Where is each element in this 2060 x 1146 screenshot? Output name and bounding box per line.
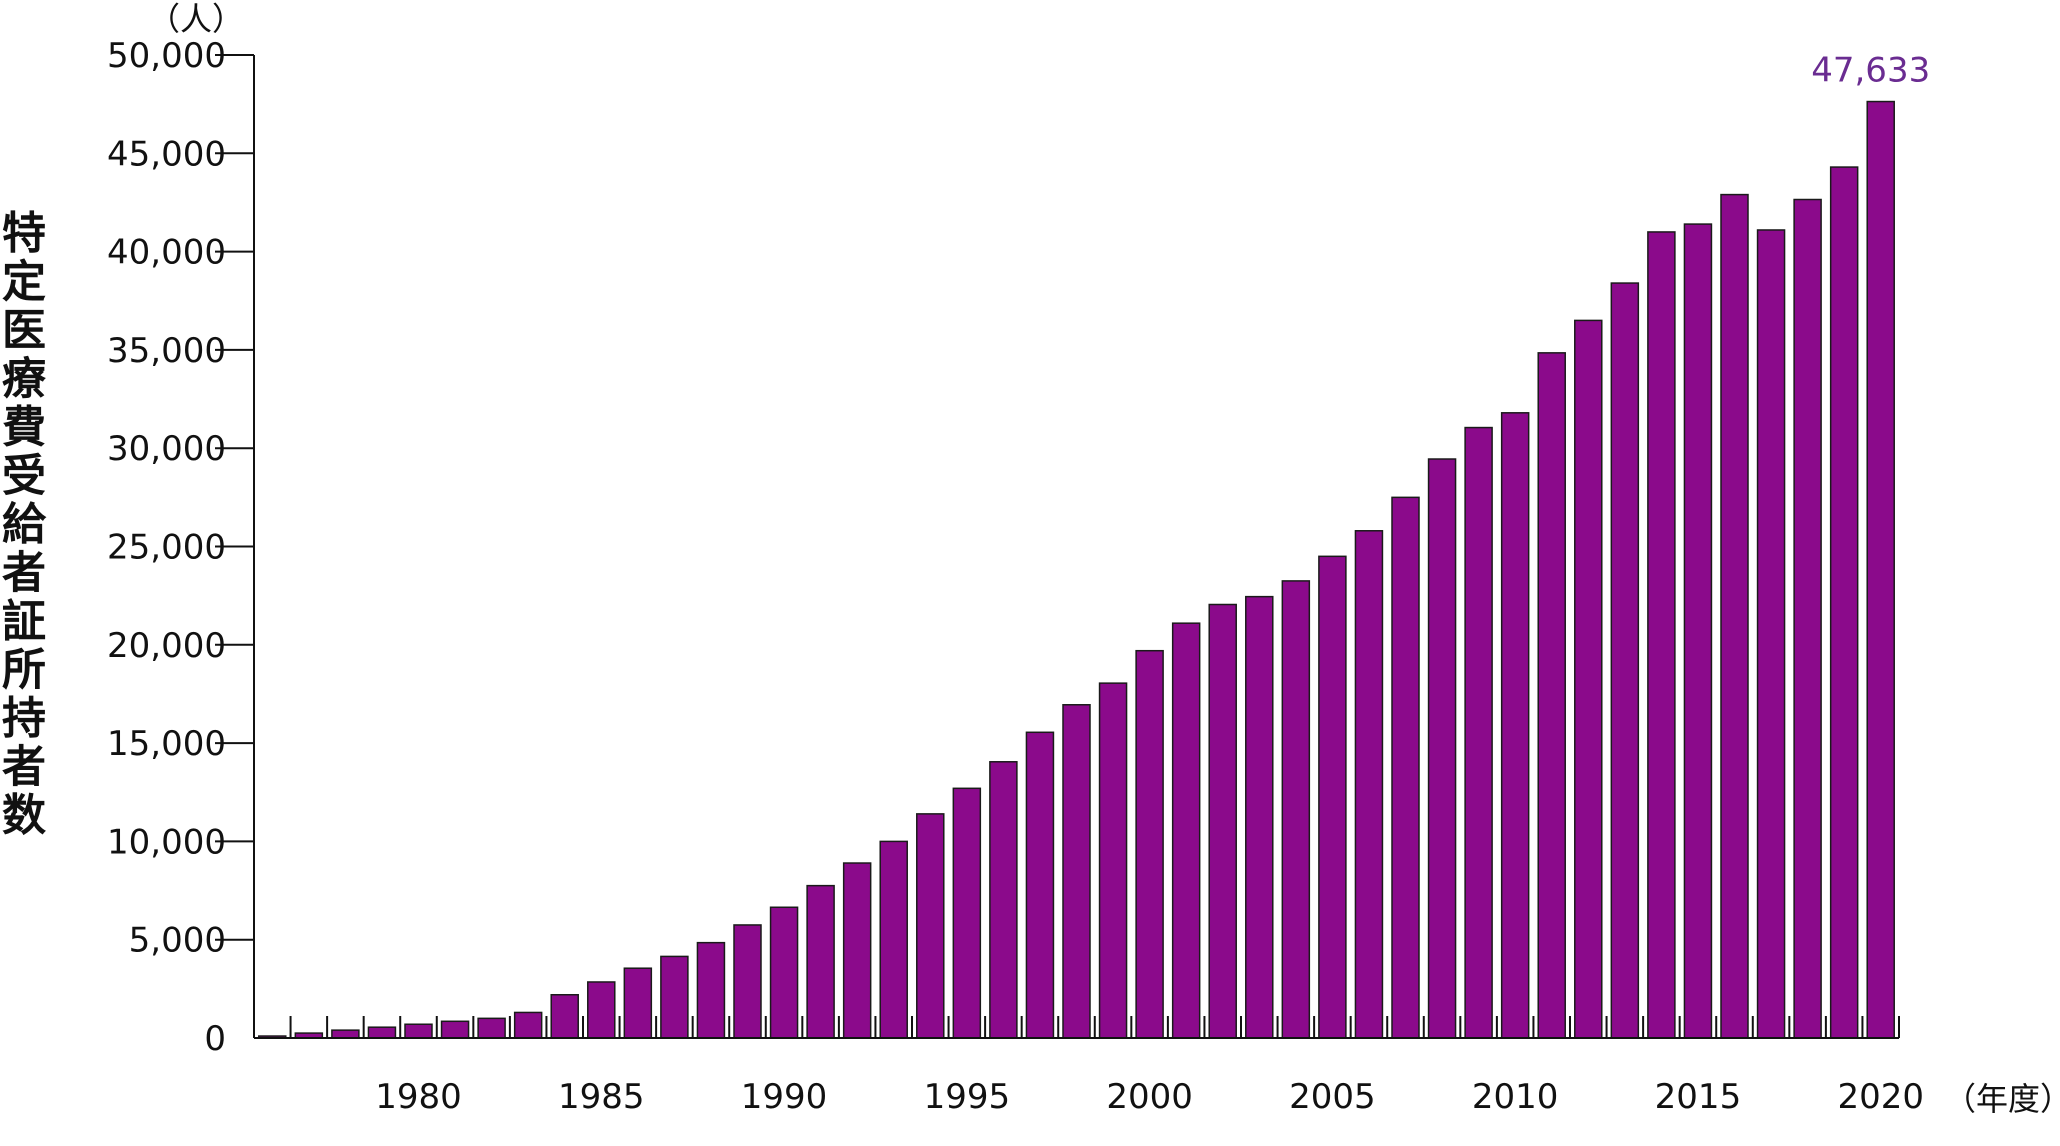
bar	[1647, 231, 1676, 1039]
bar	[660, 955, 689, 1039]
bar	[440, 1020, 470, 1039]
x-axis-unit: （年度）	[1944, 1080, 2060, 1118]
x-tick-label: 2015	[1655, 1077, 1742, 1117]
y-axis-label-char: 所	[2, 645, 46, 696]
x-tick-label: 1985	[558, 1077, 645, 1117]
bar	[331, 1029, 360, 1039]
bar	[1427, 458, 1457, 1039]
y-axis-label-char: 特	[2, 208, 46, 259]
x-tick-label: 2005	[1289, 1077, 1376, 1117]
bar	[367, 1026, 397, 1039]
y-axis-label-char: 数	[2, 790, 46, 841]
bar	[1464, 426, 1493, 1039]
y-tick-label: 30,000	[107, 429, 226, 469]
y-tick-label: 45,000	[107, 134, 226, 174]
x-tick-label: 2020	[1837, 1077, 1924, 1117]
bar	[1574, 319, 1603, 1039]
y-axis-label-char: 者	[2, 742, 46, 793]
bar	[1098, 682, 1128, 1039]
y-tick-label: 40,000	[107, 233, 226, 273]
y-tick-label: 35,000	[107, 331, 226, 371]
y-axis-label-char: 受	[2, 451, 46, 502]
y-axis-label-char: 者	[2, 548, 46, 599]
y-axis-unit: （人）	[148, 0, 244, 38]
bar	[1135, 649, 1164, 1039]
y-axis-ticks: 0 5,000 10,000 15,000 20,000 25,000 30,000 35,0…	[107, 36, 254, 1059]
bar	[1281, 580, 1311, 1039]
bar	[696, 941, 726, 1039]
bar	[1537, 352, 1566, 1039]
bar	[1025, 731, 1055, 1039]
bar	[1829, 166, 1859, 1039]
bar	[1683, 223, 1713, 1039]
y-tick-label: 0	[204, 1019, 226, 1059]
y-axis-label-char: 定	[2, 257, 46, 308]
bar	[1720, 193, 1749, 1039]
y-axis-label-char: 療	[2, 354, 46, 405]
bar	[404, 1023, 433, 1039]
bar	[550, 993, 579, 1039]
y-tick-label: 50,000	[107, 36, 226, 76]
bar	[1756, 229, 1786, 1039]
y-tick-label: 20,000	[107, 626, 226, 666]
bar	[623, 967, 653, 1039]
bar	[989, 761, 1018, 1039]
bar	[477, 1017, 506, 1039]
y-axis-label-char: 医	[2, 305, 46, 356]
x-tick-label: 1980	[375, 1077, 462, 1117]
bar	[1062, 704, 1091, 1039]
bar	[1500, 412, 1530, 1039]
bar	[587, 981, 616, 1039]
bar	[879, 840, 908, 1039]
x-tick-label: 1990	[741, 1077, 828, 1117]
y-axis-label-char: 持	[2, 693, 46, 744]
callout-label: 47,633	[1811, 51, 1930, 91]
y-tick-label: 10,000	[107, 822, 226, 862]
bar	[1391, 496, 1420, 1039]
bar	[1245, 595, 1274, 1039]
y-tick-label: 5,000	[129, 921, 226, 961]
y-tick-label: 25,000	[107, 528, 226, 568]
x-axis-ticks: 1980 1985 1990 1995 2000 2005 2010 2015 2020	[289, 1016, 1924, 1117]
x-tick-label: 1995	[924, 1077, 1011, 1117]
bar	[842, 862, 872, 1039]
bar	[1793, 198, 1822, 1039]
bar	[916, 813, 945, 1039]
y-axis-label-char: 証	[2, 596, 46, 647]
bar	[1354, 530, 1384, 1039]
bar	[1171, 622, 1201, 1039]
bar	[952, 787, 982, 1039]
y-tick-label: 15,000	[107, 724, 226, 764]
x-tick-label: 2010	[1472, 1077, 1559, 1117]
bar	[1610, 282, 1640, 1039]
bar	[1318, 555, 1347, 1039]
bar	[1208, 603, 1237, 1039]
x-tick-label: 2000	[1106, 1077, 1193, 1117]
y-axis-label-char: 給	[2, 499, 47, 550]
bars	[258, 100, 1895, 1039]
bar	[806, 884, 835, 1039]
bar	[513, 1011, 543, 1039]
y-axis-label-char: 費	[2, 402, 46, 453]
bar	[733, 924, 762, 1039]
bar	[1866, 100, 1895, 1039]
bar	[769, 906, 799, 1039]
